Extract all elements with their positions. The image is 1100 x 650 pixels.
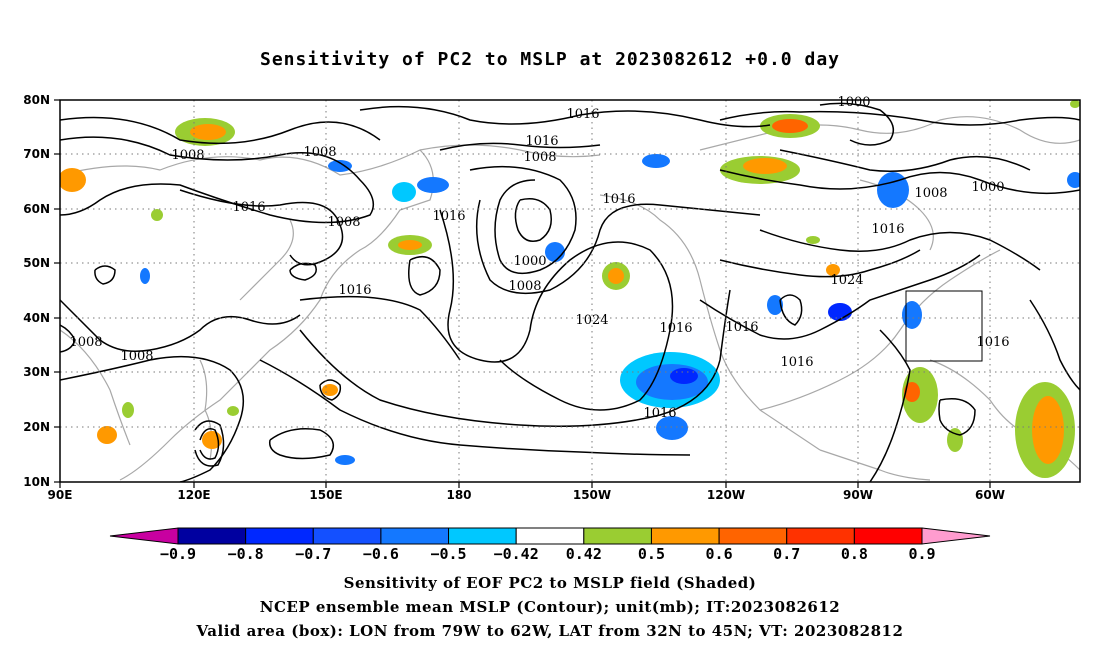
contour-labels: 1016 1000 1008 1016 1008 1008 1016 1008 … [69, 95, 1009, 421]
contour-label: 1008 [914, 186, 947, 201]
colorbar-box [583, 527, 652, 545]
colorbar-box [448, 527, 517, 545]
contour-label: 1016 [602, 192, 635, 207]
colorbar-tick-label: −0.9 [160, 545, 196, 563]
lon-label: 150E [309, 488, 342, 502]
contour-label: 1016 [976, 335, 1009, 350]
contour-label: 1016 [232, 200, 265, 215]
contour-label: 1008 [69, 335, 102, 350]
contour-label: 1008 [120, 349, 153, 364]
map-frame [59, 99, 1081, 483]
contour-label: 1000 [837, 95, 870, 110]
lat-label: 80N [23, 93, 50, 107]
contour-label: 1024 [575, 313, 608, 328]
lon-label: 90E [48, 488, 73, 502]
coastlines [60, 116, 1080, 481]
axis-ticks [54, 99, 991, 488]
caption-line-1: Sensitivity of EOF PC2 to MSLP field (Sh… [343, 574, 757, 592]
contour-label: 1016 [725, 320, 758, 335]
colorbar-box [312, 527, 382, 545]
colorbar-tick-label: 0.42 [566, 545, 602, 563]
contour-label: 1016 [525, 134, 558, 149]
contour-label: 1008 [327, 215, 360, 230]
colorbar-box [245, 527, 314, 545]
colorbar-box [515, 527, 585, 545]
colorbar-tick-label: −0.7 [295, 545, 331, 563]
lon-label: 180 [446, 488, 471, 502]
longitude-labels: 90E 120E 150E 180 150W 120W 90W 60W [48, 488, 1005, 502]
colorbar-under-triangle [109, 527, 179, 545]
mslp-contours [60, 102, 1080, 482]
valid-area-box [905, 290, 983, 362]
colorbar-tick-label: −0.8 [228, 545, 264, 563]
contour-label: 1016 [338, 283, 371, 298]
colorbar-tick-label: 0.9 [908, 545, 935, 563]
colorbar-tick-label: −0.6 [363, 545, 399, 563]
contour-label: 1016 [659, 321, 692, 336]
latitude-labels: 80N 70N 60N 50N 40N 30N 20N 10N [23, 93, 50, 489]
colorbar-over-triangle [921, 527, 991, 545]
lat-label: 60N [23, 202, 50, 216]
contour-label: 1016 [780, 355, 813, 370]
colorbar-box [177, 527, 247, 545]
lat-label: 20N [23, 420, 50, 434]
lon-label: 150W [573, 488, 611, 502]
contour-label: 1008 [303, 145, 336, 160]
colorbar-tick-label: 0.7 [773, 545, 800, 563]
lat-label: 10N [23, 475, 50, 489]
colorbar-box [853, 527, 923, 545]
colorbar-tick-label: 0.8 [841, 545, 868, 563]
caption-line-2: NCEP ensemble mean MSLP (Contour); unit(… [259, 598, 841, 616]
colorbar-box [650, 527, 720, 545]
colorbar-box [380, 527, 450, 545]
contour-label: 1000 [971, 180, 1004, 195]
contour-label: 1024 [830, 273, 863, 288]
contour-label: 1016 [871, 222, 904, 237]
colorbar-box [718, 527, 788, 545]
colorbar-labels: −0.9 −0.8 −0.7 −0.6 −0.5 −0.42 0.42 0.5 0.6 0.7 0.… [160, 545, 936, 563]
contour-label: 1016 [566, 107, 599, 122]
colorbar-tick-label: −0.42 [494, 545, 539, 563]
caption-line-3: Valid area (box): LON from 79W to 62W, L… [196, 622, 904, 640]
lat-label: 70N [23, 147, 50, 161]
colorbar-tick-label: 0.6 [706, 545, 733, 563]
colorbar-tick-label: −0.5 [430, 545, 466, 563]
map-title: Sensitivity of PC2 to MSLP at 2023082612… [259, 49, 840, 70]
lon-label: 60W [975, 488, 1005, 502]
lat-label: 50N [23, 256, 50, 270]
contour-label: 1008 [171, 148, 204, 163]
contour-label: 1016 [432, 209, 465, 224]
lon-label: 120W [707, 488, 745, 502]
sensitivity-shading [60, 100, 1080, 478]
lon-label: 120E [177, 488, 210, 502]
contour-label: 1000 [513, 254, 546, 269]
colorbar-tick-label: 0.5 [638, 545, 665, 563]
lat-label: 30N [23, 365, 50, 379]
lat-label: 40N [23, 311, 50, 325]
contour-label: 1016 [643, 406, 676, 421]
colorbar [109, 527, 991, 545]
contour-label: 1008 [523, 150, 556, 165]
lon-label: 90W [843, 488, 873, 502]
contour-label: 1008 [508, 279, 541, 294]
colorbar-box [786, 527, 855, 545]
